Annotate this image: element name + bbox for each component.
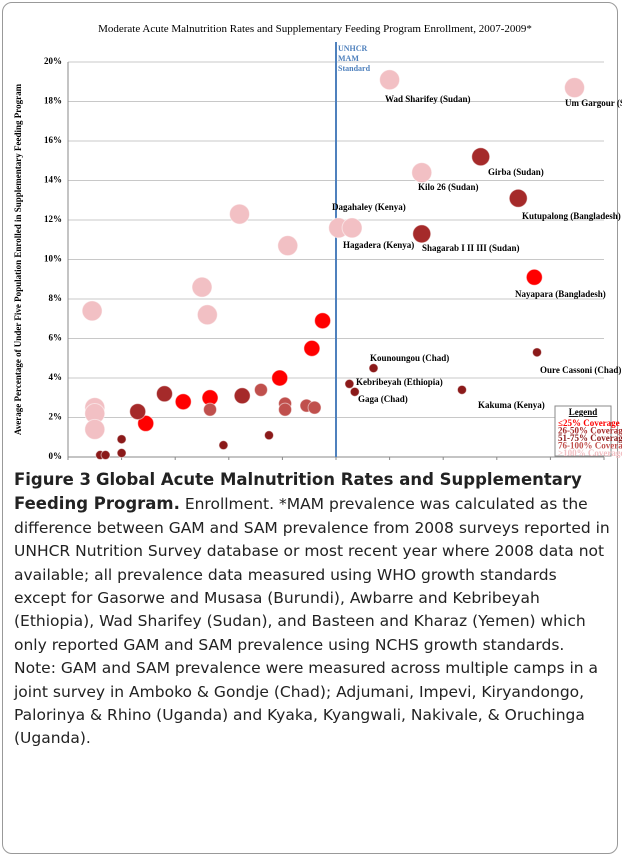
caption-text: Enrollment. *MAM prevalence was calculat… (14, 495, 610, 748)
bubble (233, 387, 251, 405)
caption: Figure 3 Global Acute Malnutrition Rates… (14, 468, 610, 751)
bubble (341, 217, 363, 239)
point-label: Kilo 26 (Sudan) (418, 182, 479, 192)
bubble (456, 384, 467, 395)
caption-title: Global Acute Malnutrition Rates and Supp… (14, 470, 582, 514)
bubble (271, 369, 289, 387)
chart-title: Moderate Acute Malnutrition Rates and Su… (98, 23, 532, 35)
legend-entry: ≤25% Coverage (558, 418, 620, 428)
y-tick-label: 6% (49, 333, 63, 343)
bubble (81, 300, 103, 322)
point-label: Um Gargour (Sudan) (565, 98, 622, 108)
legend-box (554, 405, 612, 457)
legend-entry: 76-100% Coverage (558, 441, 622, 451)
chart: 0%2%4%6%8%10%12%14%16%18%20%0%2%4%6%8%10… (13, 42, 622, 460)
point-label: Wad Sharifey (Sudan) (385, 94, 471, 104)
y-axis-label: Average Percentage of Under Five Populat… (13, 83, 23, 435)
bubble (412, 224, 432, 244)
point-label: Nayapara (Bangladesh) (515, 289, 606, 299)
point-label: Girba (Sudan) (488, 167, 544, 177)
y-tick-label: 4% (49, 372, 63, 382)
point-label: Gaga (Chad) (358, 394, 408, 404)
bubble (100, 450, 111, 460)
bubble (137, 414, 155, 432)
bubble (84, 418, 106, 440)
bubble (314, 312, 332, 330)
bubble (525, 268, 543, 286)
y-tick-label: 2% (49, 412, 63, 422)
point-label: Hagadera (Kenya) (343, 240, 414, 250)
point-label: Kutupalong (Bangladesh) (522, 211, 621, 221)
bubble (116, 434, 127, 445)
bubble (564, 77, 586, 99)
y-tick-label: 14% (44, 175, 62, 185)
y-tick-label: 12% (44, 214, 62, 224)
bubble (155, 385, 173, 403)
point-label: Oure Cassoni (Chad) (540, 365, 621, 375)
bubble (203, 402, 218, 417)
bubble (229, 203, 251, 225)
point-label: Shagarab I II III (Sudan) (422, 243, 520, 253)
reference-label-box: UNHCR MAM Standard <10% (338, 44, 371, 72)
legend-title: Legend (569, 407, 598, 417)
point-label: Kakuma (Kenya) (478, 400, 545, 410)
bubble (303, 339, 321, 357)
bubble (191, 276, 213, 298)
bubble (349, 386, 360, 397)
bubble (264, 430, 274, 441)
bubble (129, 403, 147, 421)
bubble (218, 440, 229, 451)
y-tick-label: 8% (49, 293, 63, 303)
bubble (278, 402, 293, 417)
caption-label: Figure 3 (14, 470, 92, 489)
y-tick-label: 16% (44, 135, 62, 145)
bubble (532, 347, 542, 358)
bubble (174, 393, 192, 411)
bubble (368, 363, 379, 374)
bubble (253, 382, 268, 397)
bubble (196, 304, 218, 326)
y-tick-label: 18% (44, 96, 62, 106)
bubble (344, 378, 355, 389)
bubble (116, 448, 127, 459)
bubble (471, 147, 491, 167)
y-tick-label: 20% (44, 56, 62, 66)
y-tick-label: 10% (44, 254, 62, 264)
bubble (277, 235, 299, 257)
bubble (508, 188, 528, 208)
bubble (379, 69, 401, 91)
y-tick-label: 0% (49, 451, 63, 460)
reference-label: UNHCR MAM Standard <10% (338, 44, 371, 72)
point-label: Kounoungou (Chad) (370, 353, 449, 363)
point-label: Dagahaley (Kenya) (332, 202, 406, 212)
legend-entry: >100% Coverage (558, 448, 622, 458)
legend-entry: 51-75% Coverage (558, 433, 622, 443)
bubble (411, 162, 433, 184)
bubble (307, 400, 322, 415)
point-label: Kebribeyah (Ethiopia) (356, 377, 443, 387)
legend-entry: 26-50% Coverage (558, 426, 622, 436)
